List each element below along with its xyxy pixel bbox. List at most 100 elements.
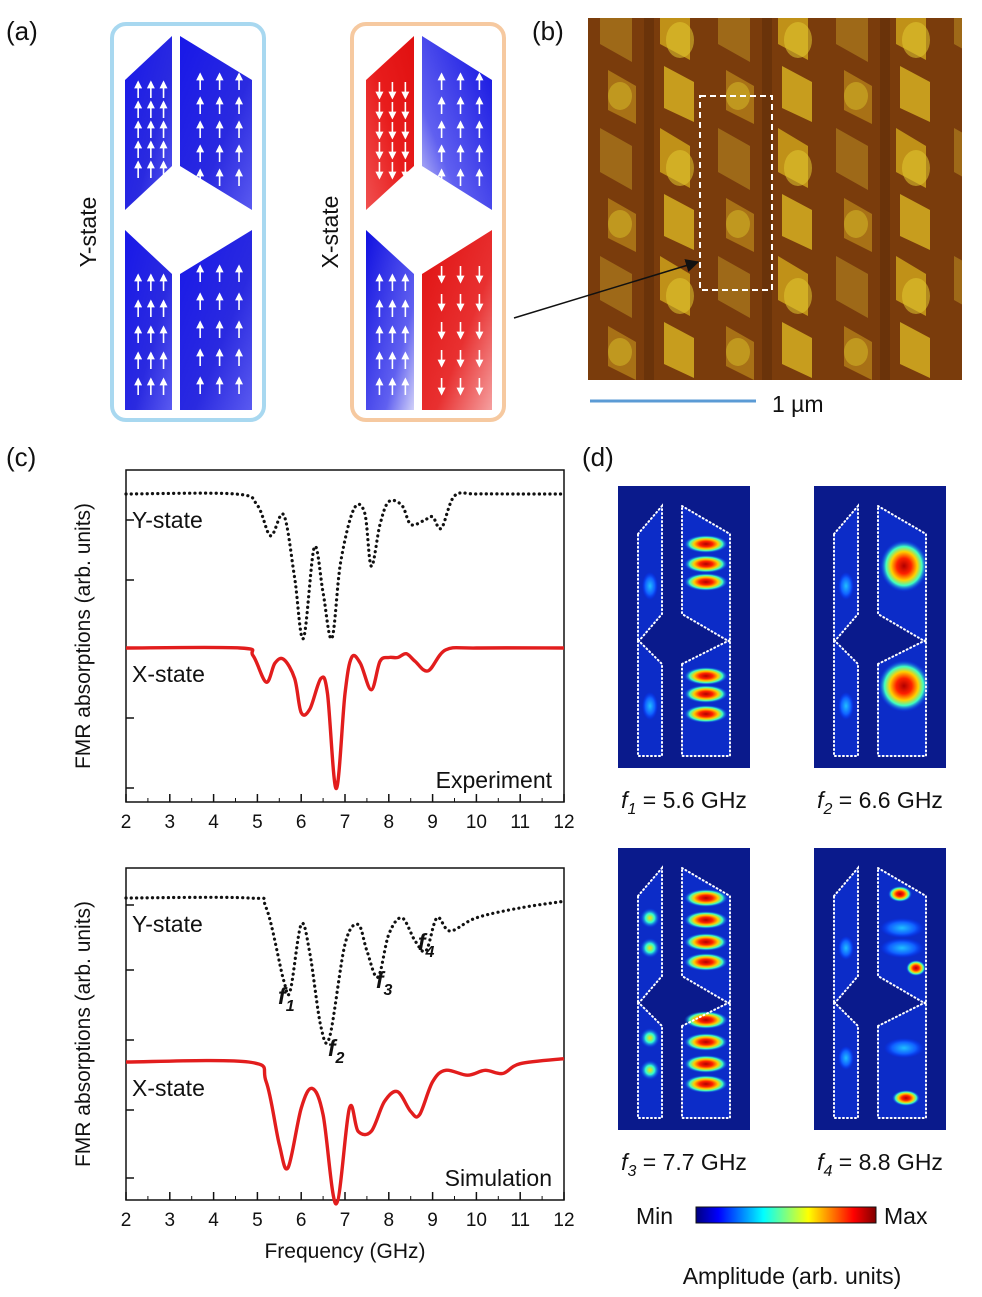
mode-map-1 [618, 486, 750, 768]
peak-marker-symbol: f [376, 967, 386, 993]
experiment-x-tick-label: 12 [553, 812, 574, 833]
experiment-x-tick-label: 2 [121, 812, 132, 833]
x-island-bottom-left [366, 230, 414, 410]
y-state-islands [125, 36, 252, 410]
mode-island-outline [637, 865, 663, 1007]
mode-amplitude-spot [684, 685, 728, 703]
mode-amplitude-spot [838, 1046, 854, 1070]
mode-map-2 [814, 486, 946, 768]
simulation-annotation: Simulation [445, 1165, 552, 1191]
peak-marker-subscript: 3 [384, 982, 393, 999]
experiment-x-tick-label: 8 [384, 812, 395, 833]
mode-amplitude-spot [684, 1033, 728, 1051]
mode-amplitude-spot [888, 886, 912, 902]
mode-amplitude-spot [684, 953, 728, 971]
panel-a: (a) Y-state X-state [6, 16, 506, 422]
peak-marker-symbol: f [328, 1035, 338, 1061]
x-state-islands [366, 36, 492, 410]
mode-island-outline [681, 1000, 731, 1119]
simulation-series-label-x-state: X-state [132, 1075, 205, 1101]
mode-island [638, 868, 662, 1004]
experiment-x-tick-label: 4 [208, 812, 219, 833]
mode-caption-subscript: 1 [627, 801, 636, 818]
mode-caption-value: = 5.6 GHz [636, 787, 747, 813]
x-state-frame [350, 22, 506, 422]
simulation-x-axis-label: Frequency (GHz) [264, 1240, 425, 1263]
mode-amplitude-spot [884, 1038, 924, 1058]
simulation-x-tick-label: 9 [427, 1210, 438, 1231]
mode-island-outline [637, 999, 663, 1119]
simulation-x-tick-label: 11 [510, 1210, 530, 1231]
experiment-series-label-x-state: X-state [132, 661, 205, 687]
peak-marker-subscript: 4 [425, 944, 435, 961]
x-state-label: X-state [317, 196, 343, 269]
mfm-image [588, 18, 962, 380]
experiment-x-tick-label: 3 [165, 812, 176, 833]
mode-island-outline [833, 637, 859, 757]
experiment-series-y-state [124, 491, 566, 641]
experiment-x-tick-label: 10 [466, 812, 487, 833]
mode-amplitude-spot [906, 960, 926, 976]
mode-amplitude-spot [642, 572, 658, 600]
peak-marker-symbol: f [278, 983, 288, 1009]
simulation-x-tick-label: 2 [121, 1210, 132, 1231]
experiment-x-tick-label: 7 [340, 812, 351, 833]
mode-amplitude-spot [640, 908, 660, 928]
mode-caption-value: = 7.7 GHz [636, 1149, 747, 1175]
mode-caption-value: = 8.8 GHz [832, 1149, 943, 1175]
peak-marker-f2: f2 [328, 1035, 345, 1067]
mode-amplitude-spot [880, 918, 924, 938]
x-island-top-right [422, 36, 492, 210]
simulation-series-x-state [125, 1057, 565, 1206]
mode-amplitude-spot [684, 573, 728, 591]
y-state-frame [110, 22, 266, 422]
experiment-x-tick-label: 9 [427, 812, 438, 833]
mode-island-outline [877, 1000, 927, 1119]
mode-map-4 [814, 848, 946, 1130]
y-island-bottom-left [125, 230, 172, 410]
mode-caption-3: f3 = 7.7 GHz [621, 1149, 747, 1180]
mode-amplitude-spot [640, 938, 660, 958]
panel-a-label: (a) [6, 16, 38, 46]
mode-amplitude-spot [892, 1090, 920, 1106]
mode-caption-1: f1 = 5.6 GHz [621, 787, 747, 818]
unit-cell-box [699, 95, 773, 291]
peak-marker-f3: f3 [376, 967, 393, 999]
mode-amplitude-spot [640, 1060, 660, 1080]
simulation-series-y-state [124, 895, 566, 1045]
mode-amplitude-spot [684, 889, 728, 907]
simulation-series-label-y-state: Y-state [132, 911, 203, 937]
mode-caption-2: f2 = 6.6 GHz [817, 787, 943, 818]
panel-d-label: (d) [582, 442, 614, 472]
scale-bar-label: 1 µm [772, 391, 824, 417]
experiment-x-tick-label: 11 [510, 812, 530, 833]
mode-amplitude-spot [838, 692, 854, 720]
simulation-x-tick-label: 6 [296, 1210, 307, 1231]
mode-amplitude-spot [684, 933, 728, 951]
y-state-arrows [134, 72, 244, 395]
mode-caption-symbol: f [621, 1149, 630, 1175]
unit-cell-arrow [513, 259, 700, 319]
mode-caption-subscript: 3 [627, 1163, 636, 1180]
mode-caption-value: = 6.6 GHz [832, 787, 943, 813]
peak-marker-f1: f1 [278, 983, 295, 1015]
mode-island-outline [637, 637, 663, 757]
simulation-x-tick-label: 4 [208, 1210, 219, 1231]
peak-marker-subscript: 1 [286, 998, 295, 1015]
mode-amplitude-spot [640, 1028, 660, 1048]
mode-island-outline [681, 638, 731, 757]
mode-amplitude-spot [878, 660, 930, 712]
panel-b-label: (b) [532, 16, 564, 46]
mode-amplitude-spot [684, 911, 728, 929]
y-island-top-left [125, 36, 172, 210]
colorbar-max-label: Max [884, 1203, 928, 1229]
mode-island-outline [877, 638, 927, 757]
mode-map-3 [618, 848, 750, 1130]
mode-island-outline [833, 865, 859, 1007]
panel-c-label: (c) [6, 442, 36, 472]
mode-caption-subscript: 2 [822, 801, 832, 818]
mode-caption-symbol: f [621, 787, 630, 813]
mode-amplitude-spot [838, 572, 854, 600]
